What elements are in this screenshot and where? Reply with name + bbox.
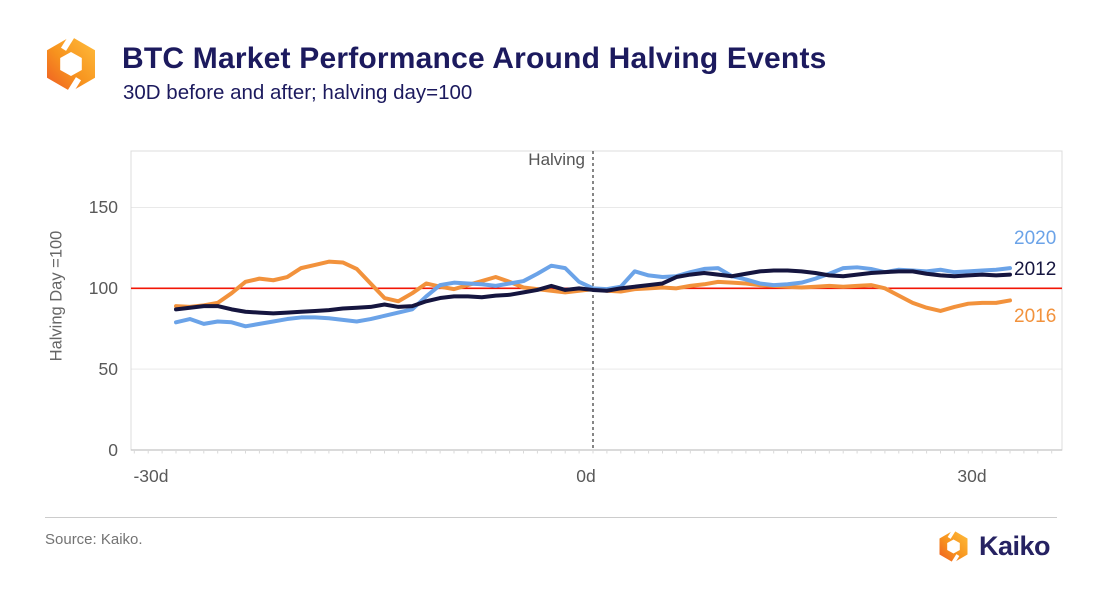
series-label-2020: 2020 bbox=[1014, 228, 1057, 249]
y-tick-0: 0 bbox=[108, 440, 118, 460]
x-tick-0d: 0d bbox=[576, 466, 596, 486]
y-tick-150: 150 bbox=[88, 197, 118, 218]
kaiko-logo-icon bbox=[936, 527, 971, 565]
kaiko-logo-icon bbox=[41, 31, 101, 97]
halving-annotation: Halving bbox=[528, 150, 585, 169]
line-chart: Halving Day =100 Halving 0 50 100 150 -30d 0… bbox=[0, 140, 1100, 520]
source-credit: Source: Kaiko. bbox=[45, 531, 143, 548]
y-tick-50: 50 bbox=[98, 359, 118, 380]
x-tick-30d: 30d bbox=[957, 466, 987, 486]
y-axis-title: Halving Day =100 bbox=[47, 230, 66, 362]
series-label-2016: 2016 bbox=[1014, 306, 1057, 327]
page-title: BTC Market Performance Around Halving Ev… bbox=[122, 42, 827, 75]
series-line-2012 bbox=[174, 268, 1012, 316]
plot-border bbox=[130, 150, 1063, 451]
kaiko-wordmark: Kaiko bbox=[979, 530, 1051, 561]
footer-divider bbox=[45, 517, 1057, 518]
page-subtitle: 30D before and after; halving day=100 bbox=[123, 81, 473, 104]
plot-area bbox=[130, 150, 1063, 454]
y-tick-100: 100 bbox=[88, 278, 118, 299]
kaiko-brand: Kaiko bbox=[936, 527, 1051, 565]
series-label-2012: 2012 bbox=[1014, 259, 1057, 280]
x-tick--30d: -30d bbox=[133, 466, 169, 486]
